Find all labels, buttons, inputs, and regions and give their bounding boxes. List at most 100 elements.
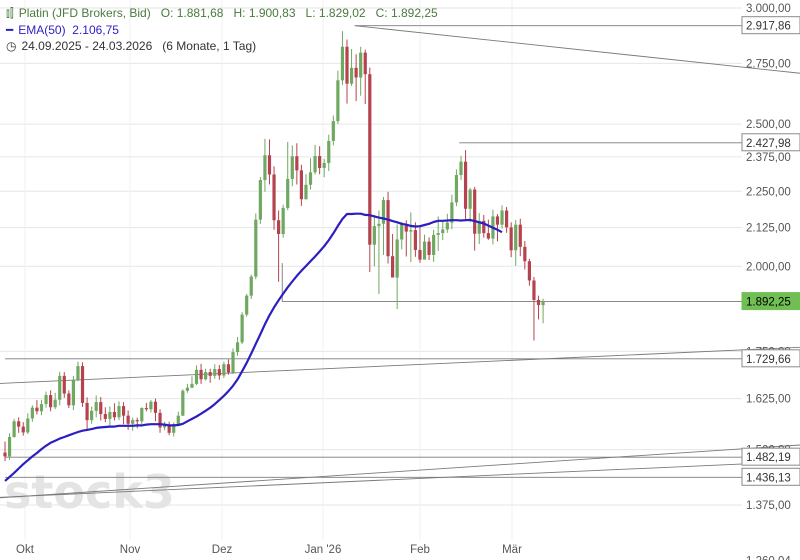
chart-legend: ⫾⫿ Platin (JFD Brokers, Bid) O: 1.881,68 … xyxy=(6,5,438,55)
candle-body xyxy=(62,375,66,394)
candle-body xyxy=(418,249,422,260)
candle-body xyxy=(450,202,454,223)
candle-body xyxy=(204,372,208,380)
ema-polyline xyxy=(4,212,503,482)
legend-instrument-row: ⫾⫿ Platin (JFD Brokers, Bid) O: 1.881,68 … xyxy=(6,6,438,20)
candle-body xyxy=(445,222,449,230)
y-tick-label: 2.250,00 xyxy=(746,186,791,198)
candle-body xyxy=(304,184,308,200)
candle-body xyxy=(454,175,459,203)
candle-body xyxy=(267,155,272,175)
candle-body xyxy=(495,216,500,225)
candle-body xyxy=(463,161,468,209)
candle-body xyxy=(103,414,107,419)
candle-body xyxy=(199,369,203,380)
candle-body xyxy=(249,276,253,296)
candle-body xyxy=(345,46,349,84)
candle-body xyxy=(290,156,294,179)
candle-body xyxy=(263,155,267,181)
y-tick-label: 3.000,00 xyxy=(746,3,791,15)
candle-body xyxy=(468,189,472,209)
candle-body xyxy=(322,163,326,168)
price-labels: 2.917,86 2.427,98 1.892,25 1.729,66 1.482,19… xyxy=(741,16,800,486)
candle-body xyxy=(541,301,545,306)
candle-body xyxy=(377,223,381,227)
candle-body xyxy=(7,436,12,457)
candle-body xyxy=(327,140,331,164)
candle-body xyxy=(359,52,363,78)
candle-body xyxy=(163,424,167,428)
svg-text:1.482,19: 1.482,19 xyxy=(746,452,791,464)
y-tick-label: 2.750,00 xyxy=(746,58,791,70)
candle-body xyxy=(117,406,121,418)
level-price-label: 2.917,86 xyxy=(741,16,800,35)
x-tick-label: Okt xyxy=(16,544,35,556)
candle-body xyxy=(486,233,490,239)
candle-body xyxy=(436,233,440,235)
candle-body xyxy=(53,399,57,408)
candle-body xyxy=(140,408,144,422)
candlestick-icon: ⫾⫿ xyxy=(6,6,14,20)
current-price-label: 1.892,25 xyxy=(741,292,800,311)
candle-body xyxy=(514,224,518,251)
candle-body xyxy=(135,420,139,422)
trendlines xyxy=(0,25,800,499)
trendline xyxy=(0,444,800,499)
candle-body xyxy=(222,364,226,376)
candle-body xyxy=(71,380,75,406)
clock-icon: ◷ xyxy=(6,39,17,53)
candle-body xyxy=(254,219,258,277)
candle-body xyxy=(90,410,94,421)
candle-body xyxy=(108,412,112,419)
candle-body xyxy=(176,415,180,425)
y-tick-label: 2.375,00 xyxy=(746,152,791,164)
candle-body xyxy=(363,52,367,75)
y-tick-label: 2.500,00 xyxy=(746,119,791,131)
candle-body xyxy=(185,387,189,391)
candle-body xyxy=(226,364,231,373)
level-price-label: 1.436,13 xyxy=(741,467,800,486)
x-tick-label: Dez xyxy=(212,544,233,556)
candle-body xyxy=(126,415,130,424)
candles xyxy=(3,31,545,462)
candle-body xyxy=(235,342,240,353)
candle-body xyxy=(354,67,358,78)
candle-body xyxy=(299,170,303,200)
candle-body xyxy=(368,74,372,245)
candle-body xyxy=(372,226,376,245)
candle-body xyxy=(99,402,103,415)
candle-body xyxy=(386,200,390,257)
x-axis[interactable]: Okt Nov Dez Jan '26 Feb Mär xyxy=(16,544,522,556)
candle-body xyxy=(477,220,481,234)
candle-body xyxy=(509,227,513,251)
level-price-label: 1.729,66 xyxy=(741,349,800,368)
candle-body xyxy=(121,406,126,416)
legend-range-row: ◷ 24.09.2025 - 24.03.2026 (6 Monate, 1 Ta… xyxy=(6,38,438,55)
candle-body xyxy=(85,402,89,421)
y-tick-label: 1.625,00 xyxy=(746,394,791,406)
instrument-name: Platin (JFD Brokers, Bid) xyxy=(18,6,151,20)
candle-body xyxy=(240,314,244,343)
candle-body xyxy=(167,424,171,433)
candle-body xyxy=(131,420,135,424)
candle-body xyxy=(49,395,53,408)
candle-body xyxy=(44,395,48,405)
candle-body xyxy=(295,156,299,171)
candle-body xyxy=(409,230,413,232)
candle-body xyxy=(149,401,153,410)
candle-body xyxy=(281,207,285,235)
candle-body xyxy=(80,366,85,403)
y-tick-label: 1.375,00 xyxy=(746,500,791,512)
candle-body xyxy=(500,210,504,225)
open-value: 1.881,68 xyxy=(176,6,224,20)
candle-body xyxy=(213,369,217,376)
candle-body xyxy=(313,156,317,173)
x-tick-label: Jan '26 xyxy=(305,544,342,556)
candle-body xyxy=(144,408,148,410)
candle-body xyxy=(527,261,531,281)
candle-body xyxy=(391,256,395,278)
candle-body xyxy=(331,121,335,141)
candle-body xyxy=(94,402,98,411)
x-tick-label: Mär xyxy=(502,544,522,556)
